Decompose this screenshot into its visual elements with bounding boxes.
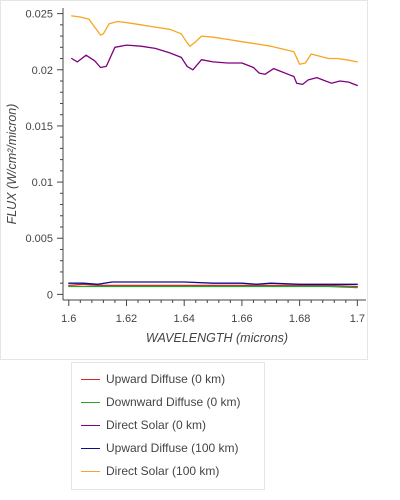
- x-tick-label: 1.7: [350, 313, 365, 325]
- legend-swatch: [81, 447, 100, 449]
- y-tick-label: 0.025: [25, 9, 53, 21]
- x-tick-label: 1.64: [173, 313, 194, 325]
- series-line-2: [71, 44, 358, 87]
- series-lines: [68, 15, 358, 289]
- legend-swatch: [81, 424, 100, 426]
- flux-line-chart: 1.6 1.62 1.64 1.66 1.68 1.7 0 0.005 0.01 0.015 0.0…: [0, 0, 368, 360]
- series-line-1: [68, 285, 358, 289]
- legend-label: Direct Solar (0 km): [106, 418, 207, 432]
- y-axis-label: FLUX (W/cm²/micron): [5, 104, 19, 225]
- x-tick-label: 1.6: [61, 313, 76, 325]
- legend-label: Downward Diffuse (0 km): [106, 395, 241, 409]
- legend-swatch: [81, 401, 100, 403]
- legend-item[interactable]: Upward Diffuse (100 km): [72, 439, 264, 457]
- series-line-4: [71, 15, 358, 65]
- legend-swatch: [81, 470, 100, 472]
- legend-label: Upward Diffuse (100 km): [106, 441, 239, 455]
- legend-item[interactable]: Direct Solar (0 km): [72, 416, 264, 434]
- legend-item[interactable]: Downward Diffuse (0 km): [72, 393, 264, 411]
- legend-swatch: [81, 378, 100, 380]
- series-line-3: [68, 281, 358, 285]
- legend-label: Upward Diffuse (0 km): [106, 372, 226, 386]
- plot-frame: [0, 0, 368, 360]
- x-axis-label: WAVELENGTH (microns): [146, 331, 288, 345]
- y-tick-label: 0: [47, 289, 53, 301]
- x-tick-label: 1.66: [231, 313, 252, 325]
- x-tick-label: 1.62: [116, 313, 137, 325]
- y-tick-label: 0.015: [25, 121, 53, 133]
- legend: Upward Diffuse (0 km) Downward Diffuse (0…: [71, 362, 265, 490]
- legend-label: Direct Solar (100 km): [106, 464, 220, 478]
- series-line-0: [68, 283, 358, 288]
- axes: 1.6 1.62 1.64 1.66 1.68 1.7 0 0.005 0.01 0.015 0.0…: [25, 8, 366, 325]
- y-tick-label: 0.005: [25, 233, 53, 245]
- legend-item[interactable]: Direct Solar (100 km): [72, 462, 264, 480]
- legend-item[interactable]: Upward Diffuse (0 km): [72, 370, 264, 388]
- y-tick-label: 0.02: [32, 65, 53, 77]
- x-tick-label: 1.68: [289, 313, 310, 325]
- y-tick-label: 0.01: [32, 177, 53, 189]
